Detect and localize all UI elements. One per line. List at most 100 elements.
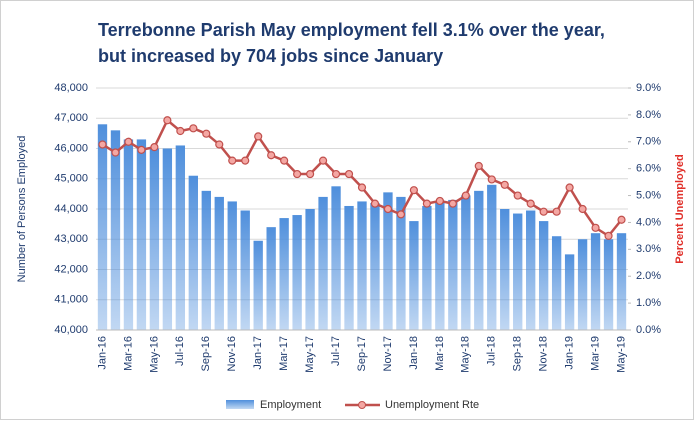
legend-label: Unemployment Rte xyxy=(385,399,479,411)
x-tick-label: May-16 xyxy=(148,336,160,373)
bar xyxy=(603,239,614,330)
line-marker xyxy=(254,132,263,141)
y2-axis-title: Percent Unemployed xyxy=(674,154,686,263)
line-marker xyxy=(202,129,211,138)
y2-tick-label: 2.0% xyxy=(636,270,661,282)
line-marker xyxy=(383,204,393,214)
bar xyxy=(162,148,173,330)
line-marker xyxy=(150,143,159,152)
bar xyxy=(331,186,341,330)
line-marker xyxy=(591,223,600,232)
line-marker xyxy=(189,124,198,133)
line-marker xyxy=(578,204,587,214)
x-tick-label: Jan-16 xyxy=(96,336,108,370)
y2-tick-label: 0.0% xyxy=(636,324,661,336)
x-tick-label: Jul-18 xyxy=(486,336,498,366)
line-marker xyxy=(215,140,224,149)
line-marker xyxy=(500,180,509,189)
bar xyxy=(500,209,510,330)
bar xyxy=(409,221,419,330)
line-marker xyxy=(604,231,613,240)
bar xyxy=(344,205,354,330)
x-tick-label: May-19 xyxy=(615,336,627,373)
x-tick-label: Sep-17 xyxy=(356,336,368,371)
line-marker xyxy=(293,169,302,179)
legend-swatch xyxy=(226,400,254,409)
bar xyxy=(201,190,211,330)
x-tick-label: Sep-16 xyxy=(200,336,212,371)
bar xyxy=(396,196,406,330)
line-marker xyxy=(176,126,185,136)
bar xyxy=(370,202,380,330)
x-tick-label: Mar-17 xyxy=(278,336,290,371)
bar xyxy=(422,205,432,330)
bar xyxy=(149,148,160,330)
line-marker xyxy=(370,199,380,208)
line-marker xyxy=(565,183,574,192)
line-marker xyxy=(539,207,548,216)
x-tick-label: Jul-16 xyxy=(174,336,186,366)
x-tick-label: Mar-18 xyxy=(434,336,446,371)
bar xyxy=(474,190,484,330)
y-tick-label: 41,000 xyxy=(54,294,88,306)
y-tick-label: 47,000 xyxy=(54,112,88,124)
line-marker xyxy=(267,151,276,160)
line-marker xyxy=(513,191,522,200)
bar xyxy=(305,209,315,330)
y-tick-label: 42,000 xyxy=(54,263,88,275)
x-tick-label: Jul-17 xyxy=(330,336,342,366)
legend-label: Employment xyxy=(260,399,321,411)
bar xyxy=(513,213,523,330)
x-tick-label: Mar-16 xyxy=(122,336,134,371)
y-axis-title: Number of Persons Employed xyxy=(16,136,28,283)
line-marker xyxy=(111,148,120,157)
line-marker xyxy=(163,116,172,125)
line-marker xyxy=(422,199,431,208)
y2-tick-label: 6.0% xyxy=(636,163,661,175)
bar xyxy=(253,240,263,330)
line-marker xyxy=(396,210,406,219)
line-marker xyxy=(487,175,496,184)
bar xyxy=(448,199,458,330)
bar xyxy=(487,184,497,330)
y-tick-label: 48,000 xyxy=(54,82,88,94)
y2-tick-label: 4.0% xyxy=(636,216,661,228)
bar xyxy=(136,139,147,330)
y-tick-label: 43,000 xyxy=(54,233,88,245)
x-tick-label: Nov-16 xyxy=(226,336,238,371)
bar xyxy=(616,233,627,330)
bar xyxy=(266,227,276,330)
x-tick-label: Nov-18 xyxy=(538,336,550,371)
x-tick-label: Jan-18 xyxy=(408,336,420,370)
line-marker xyxy=(435,196,444,206)
x-tick-label: Jan-17 xyxy=(252,336,264,370)
line-marker xyxy=(124,137,133,146)
legend-marker xyxy=(358,401,366,409)
line-marker xyxy=(448,199,457,208)
bar xyxy=(577,239,588,330)
y2-tick-label: 3.0% xyxy=(636,243,661,255)
y-tick-label: 44,000 xyxy=(54,203,88,215)
bar xyxy=(188,175,198,330)
line-marker xyxy=(526,199,535,208)
x-tick-label: Sep-18 xyxy=(512,336,524,371)
line-marker xyxy=(461,191,470,200)
line-marker xyxy=(344,169,354,179)
bar xyxy=(279,218,289,330)
bar xyxy=(461,195,471,330)
y2-tick-label: 5.0% xyxy=(636,189,661,201)
line-marker xyxy=(331,169,341,179)
chart-title: Terrebonne Parish May employment fell 3.… xyxy=(98,20,605,40)
line-marker xyxy=(98,140,107,149)
line-marker xyxy=(318,156,328,165)
bar xyxy=(551,236,562,330)
bar xyxy=(526,210,536,330)
y-tick-label: 40,000 xyxy=(54,324,88,336)
x-tick-label: Mar-19 xyxy=(589,336,601,371)
line-marker xyxy=(305,169,315,179)
y-tick-label: 45,000 xyxy=(54,173,88,185)
y-tick-label: 46,000 xyxy=(54,142,88,154)
line-marker xyxy=(137,145,146,154)
y2-tick-label: 1.0% xyxy=(636,297,661,309)
